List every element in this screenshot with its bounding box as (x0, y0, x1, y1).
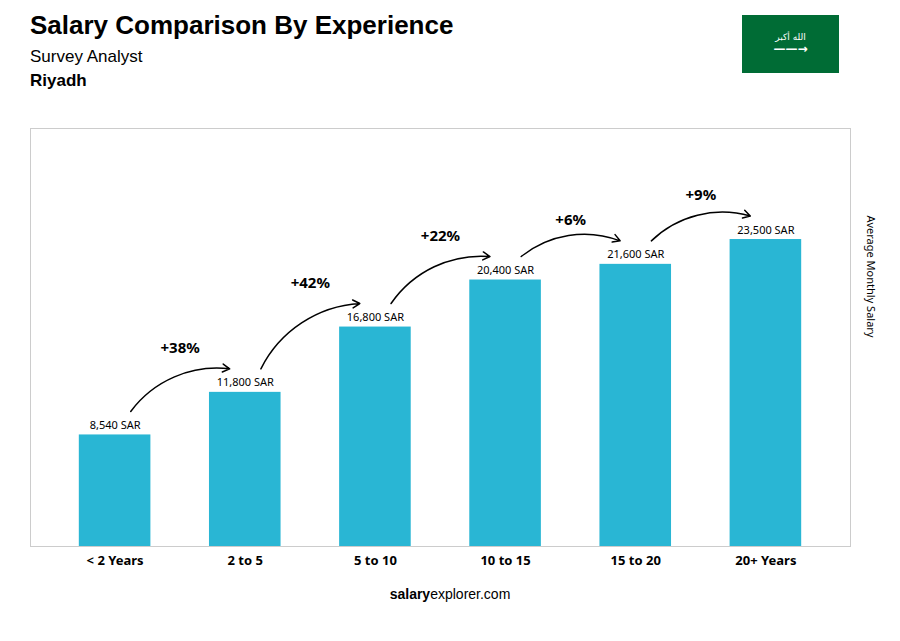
svg-text:10 to 15: 10 to 15 (480, 551, 530, 569)
html-text:salary explorer.com: salary explorer.com (389, 586, 511, 602)
svg-text:2 to 5: 2 to 5 (228, 551, 263, 569)
svg-text:+38%: +38% (161, 337, 201, 357)
svg-text:+42%: +42% (291, 272, 331, 292)
svg-text:20,400 SAR: 20,400 SAR (477, 262, 534, 277)
html-text:Survey Analyst: Survey Analyst (30, 47, 143, 66)
svg-text:+22%: +22% (421, 225, 461, 245)
svg-text:20+ Years: 20+ Years (735, 551, 796, 569)
svg-text:11,800 SAR: 11,800 SAR (217, 374, 274, 389)
svg-text:5 to 10: 5 to 10 (354, 551, 397, 569)
svg-text:16,800 SAR: 16,800 SAR (347, 309, 404, 324)
svg-text:< 2 Years: < 2 Years (87, 551, 144, 569)
svg-text:23,500 SAR: 23,500 SAR (737, 222, 794, 237)
svg-text:15 to 20: 15 to 20 (611, 551, 661, 569)
html-text:الله أكبر: الله أكبر (775, 32, 806, 42)
svg-text:21,600 SAR: 21,600 SAR (607, 246, 664, 261)
svg-text:Average Monthly Salary: Average Monthly Salary (864, 215, 879, 337)
svg-text:+6%: +6% (555, 209, 586, 229)
html-text:Salary Comparison By Experienc: Salary Comparison By Experience (30, 10, 454, 40)
html-text:Riyadh: Riyadh (30, 71, 87, 90)
svg-text:+9%: +9% (685, 184, 716, 204)
svg-text:8,540 SAR: 8,540 SAR (90, 417, 141, 432)
